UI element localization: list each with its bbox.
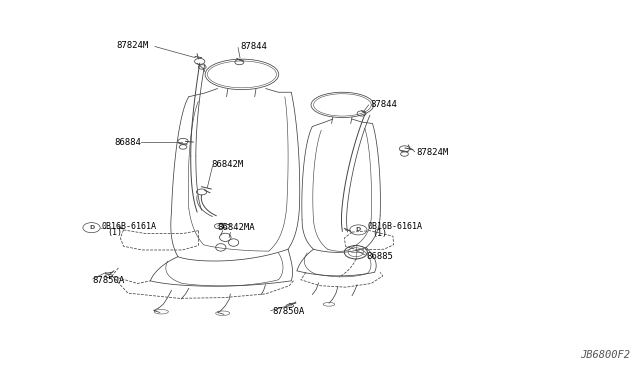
Text: JB6800F2: JB6800F2 <box>580 350 630 360</box>
Text: (1): (1) <box>372 229 387 238</box>
Text: 87844: 87844 <box>240 42 267 51</box>
Text: D: D <box>89 225 94 230</box>
Text: 0B16B-6161A: 0B16B-6161A <box>101 222 156 231</box>
Text: 86842MA: 86842MA <box>218 223 255 232</box>
Text: 0B16B-6161A: 0B16B-6161A <box>367 222 422 231</box>
Text: (1): (1) <box>108 228 122 237</box>
Text: 87824M: 87824M <box>116 41 148 50</box>
Text: 86885: 86885 <box>366 252 393 261</box>
Text: 87850A: 87850A <box>272 307 304 316</box>
Text: D: D <box>356 227 361 232</box>
Text: 86884: 86884 <box>114 138 141 147</box>
Text: 87850A: 87850A <box>93 276 125 285</box>
Text: 87844: 87844 <box>370 100 397 109</box>
Text: 86842M: 86842M <box>211 160 243 169</box>
Text: 87824M: 87824M <box>416 148 448 157</box>
